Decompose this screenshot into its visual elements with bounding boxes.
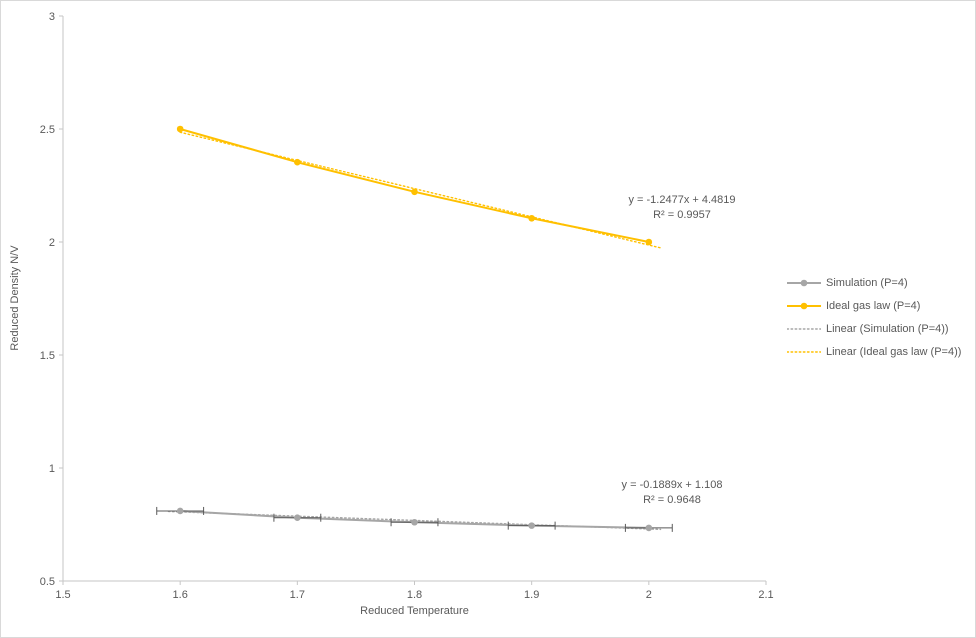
data-point bbox=[294, 514, 301, 522]
data-point bbox=[411, 518, 418, 526]
data-point bbox=[645, 524, 653, 532]
y-tick-label: 2.5 bbox=[40, 124, 55, 136]
x-tick-label: 1.7 bbox=[290, 589, 305, 601]
data-point bbox=[528, 214, 535, 222]
legend-label-linear-simulation: Linear (Simulation (P=4)) bbox=[826, 322, 949, 335]
y-tick-label: 3 bbox=[49, 11, 55, 23]
data-point bbox=[528, 522, 535, 529]
x-tick-label: 1.9 bbox=[524, 589, 539, 601]
x-axis-title: Reduced Temperature bbox=[360, 605, 469, 617]
data-point bbox=[411, 188, 418, 196]
legend-item-ideal-gas: Ideal gas law (P=4) bbox=[787, 294, 961, 317]
trendline-label-ideal-gas: y = -1.2477x + 4.4819 R² = 0.9957 bbox=[572, 193, 792, 223]
y-tick-label: 0.5 bbox=[40, 576, 55, 588]
legend-item-linear-ideal-gas: Linear (Ideal gas law (P=4)) bbox=[787, 340, 961, 363]
y-axis-title: Reduced Density N/V bbox=[9, 245, 21, 351]
legend-item-simulation: Simulation (P=4) bbox=[787, 271, 961, 294]
y-tick-label: 1.5 bbox=[40, 350, 55, 362]
trendline-equation-ideal-gas: y = -1.2477x + 4.4819 bbox=[628, 194, 736, 206]
legend-marker bbox=[800, 302, 808, 309]
x-tick-label: 1.6 bbox=[173, 589, 188, 601]
trendline-r2-ideal-gas: R² = 0.9957 bbox=[653, 209, 711, 221]
data-point bbox=[176, 125, 184, 133]
trendline-r2-simulation: R² = 0.9648 bbox=[643, 494, 701, 506]
data-point bbox=[294, 158, 301, 166]
legend-label-linear-ideal-gas: Linear (Ideal gas law (P=4)) bbox=[826, 345, 962, 358]
legend: Simulation (P=4) Ideal gas law (P=4) Lin… bbox=[787, 271, 961, 363]
data-point bbox=[176, 507, 184, 515]
x-tick-label: 1.8 bbox=[407, 589, 422, 601]
x-tick-label: 1.5 bbox=[55, 589, 70, 601]
legend-label-simulation: Simulation (P=4) bbox=[826, 276, 908, 289]
trendline-equation-simulation: y = -0.1889x + 1.108 bbox=[621, 479, 723, 491]
x-tick-label: 2.1 bbox=[758, 589, 773, 601]
y-tick-label: 1 bbox=[49, 463, 55, 475]
data-point bbox=[645, 238, 653, 246]
legend-sample-simulation-icon bbox=[787, 279, 821, 286]
legend-sample-ideal-gas-icon bbox=[787, 302, 821, 309]
legend-sample-linear-ideal-gas-icon bbox=[787, 350, 821, 353]
trendline-label-simulation: y = -0.1889x + 1.108 R² = 0.9648 bbox=[562, 478, 782, 508]
series-line bbox=[179, 128, 650, 243]
y-tick-label: 2 bbox=[49, 237, 55, 249]
legend-item-linear-simulation: Linear (Simulation (P=4)) bbox=[787, 317, 961, 340]
legend-marker bbox=[800, 279, 808, 286]
x-tick-label: 2 bbox=[646, 589, 652, 601]
legend-label-ideal-gas: Ideal gas law (P=4) bbox=[826, 299, 921, 312]
legend-sample-linear-simulation-icon bbox=[787, 327, 821, 330]
trendline bbox=[179, 131, 662, 249]
